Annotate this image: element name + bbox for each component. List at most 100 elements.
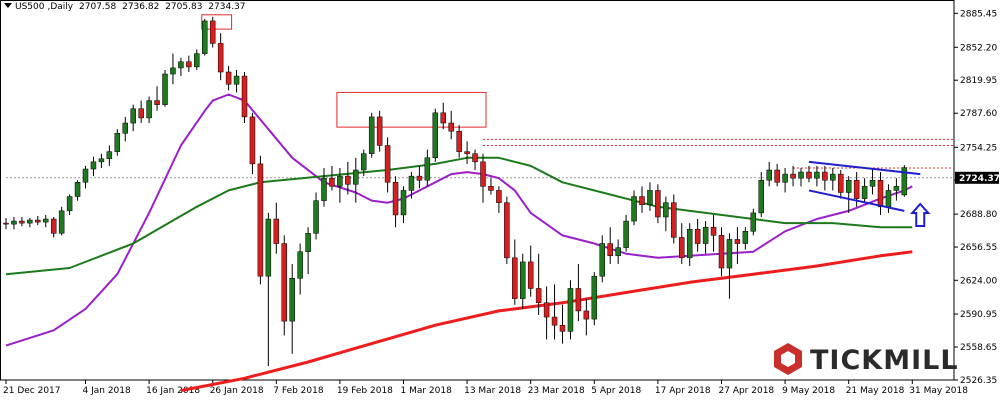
- candle-body[interactable]: [583, 310, 590, 320]
- candle-body[interactable]: [853, 179, 860, 199]
- candle-body[interactable]: [623, 220, 629, 248]
- candle-body[interactable]: [329, 177, 335, 187]
- candle-body[interactable]: [90, 161, 97, 170]
- candle-body[interactable]: [734, 239, 741, 244]
- candle-body[interactable]: [233, 75, 240, 85]
- candle-body[interactable]: [305, 233, 311, 252]
- candle-body[interactable]: [845, 179, 852, 193]
- candle-body[interactable]: [877, 179, 884, 208]
- candle-body[interactable]: [194, 53, 200, 68]
- candle-body[interactable]: [496, 190, 502, 203]
- candle-body[interactable]: [702, 226, 709, 244]
- candle-body[interactable]: [416, 175, 423, 181]
- candle-body[interactable]: [742, 231, 749, 244]
- candle-body[interactable]: [710, 226, 717, 236]
- candle-body[interactable]: [98, 158, 105, 163]
- candle-body[interactable]: [209, 20, 216, 44]
- candle-body[interactable]: [122, 122, 128, 134]
- candle-body[interactable]: [130, 108, 136, 124]
- candle-body[interactable]: [384, 145, 391, 183]
- candle-body[interactable]: [43, 218, 49, 223]
- candle-body[interactable]: [861, 186, 868, 199]
- candle-body[interactable]: [27, 219, 33, 224]
- candle-body[interactable]: [647, 190, 653, 205]
- candle-body[interactable]: [448, 122, 454, 132]
- candle-body[interactable]: [11, 220, 17, 225]
- candle-body[interactable]: [146, 100, 152, 119]
- candle-body[interactable]: [512, 257, 518, 299]
- candle-body[interactable]: [830, 173, 836, 181]
- candle-body[interactable]: [265, 218, 272, 277]
- candle-body[interactable]: [504, 202, 510, 259]
- candle-body[interactable]: [170, 67, 176, 75]
- candle-body[interactable]: [488, 186, 494, 191]
- candle-body[interactable]: [480, 161, 486, 187]
- candle-body[interactable]: [663, 202, 669, 218]
- candle-body[interactable]: [575, 288, 582, 312]
- candle-body[interactable]: [114, 133, 121, 152]
- candle-body[interactable]: [178, 61, 184, 69]
- candle-body[interactable]: [297, 251, 303, 279]
- candle-body[interactable]: [814, 171, 820, 179]
- candle-body[interactable]: [822, 171, 828, 181]
- candle-body[interactable]: [790, 173, 796, 179]
- candle-body[interactable]: [607, 243, 613, 257]
- candle-body[interactable]: [400, 190, 407, 216]
- candle-body[interactable]: [368, 116, 375, 154]
- candle-body[interactable]: [432, 112, 439, 159]
- candle-body[interactable]: [424, 157, 431, 181]
- candle-body[interactable]: [217, 43, 224, 73]
- candle-body[interactable]: [376, 116, 383, 146]
- candle-body[interactable]: [321, 177, 327, 201]
- candle-body[interactable]: [464, 151, 470, 154]
- candle-body[interactable]: [456, 130, 462, 152]
- candle-body[interactable]: [408, 175, 415, 191]
- candle-body[interactable]: [599, 243, 605, 277]
- candle-body[interactable]: [289, 277, 295, 322]
- candle-body[interactable]: [551, 316, 558, 326]
- candle-body[interactable]: [718, 235, 725, 269]
- candle-body[interactable]: [798, 171, 804, 179]
- candle-body[interactable]: [3, 222, 9, 225]
- candle-body[interactable]: [615, 247, 621, 257]
- candle-body[interactable]: [591, 275, 598, 320]
- candle-body[interactable]: [392, 182, 399, 216]
- candle-body[interactable]: [186, 61, 192, 68]
- candle-body[interactable]: [106, 151, 113, 160]
- candle-body[interactable]: [535, 288, 542, 304]
- candle-body[interactable]: [66, 196, 73, 212]
- candle-body[interactable]: [655, 190, 661, 218]
- candle-body[interactable]: [679, 237, 685, 259]
- candle-body[interactable]: [337, 175, 343, 187]
- candle-body[interactable]: [567, 288, 574, 332]
- candle-body[interactable]: [162, 73, 168, 105]
- candle-body[interactable]: [241, 75, 248, 118]
- candle-body[interactable]: [774, 169, 780, 183]
- candle-body[interactable]: [869, 179, 876, 187]
- candle-body[interactable]: [750, 212, 757, 232]
- candle-body[interactable]: [313, 200, 319, 234]
- candle-body[interactable]: [58, 210, 65, 234]
- candle-body[interactable]: [520, 261, 526, 299]
- candle-body[interactable]: [249, 116, 256, 165]
- candle-body[interactable]: [639, 196, 645, 205]
- candle-body[interactable]: [154, 100, 160, 105]
- candle-body[interactable]: [19, 220, 25, 224]
- candle-body[interactable]: [686, 228, 693, 259]
- candle-body[interactable]: [74, 182, 81, 197]
- candle-body[interactable]: [82, 168, 89, 183]
- candle-body[interactable]: [35, 219, 41, 223]
- candle-body[interactable]: [345, 175, 351, 185]
- candle-body[interactable]: [361, 153, 367, 171]
- candle-body[interactable]: [257, 163, 264, 277]
- candle-body[interactable]: [838, 173, 844, 193]
- candle-body[interactable]: [559, 324, 566, 332]
- candle-body[interactable]: [766, 169, 772, 181]
- candle-body[interactable]: [758, 179, 764, 214]
- candle-body[interactable]: [782, 173, 788, 183]
- candle-body[interactable]: [202, 20, 208, 54]
- candle-body[interactable]: [671, 202, 677, 238]
- candle-body[interactable]: [472, 153, 478, 163]
- candle-body[interactable]: [50, 218, 57, 234]
